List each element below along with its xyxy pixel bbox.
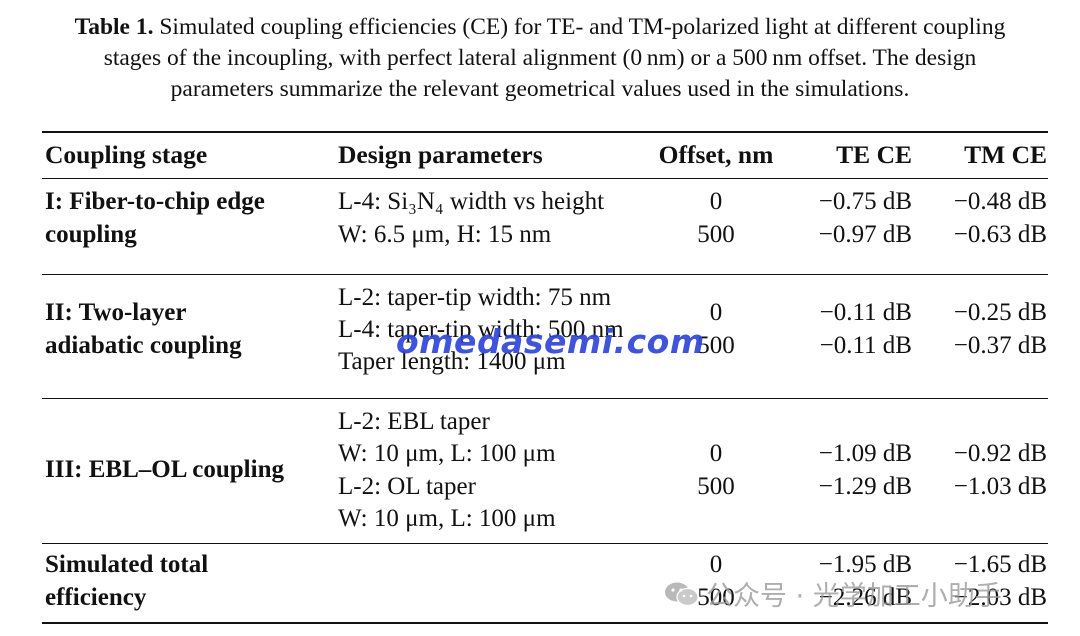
total-te-500: −2.26 dB <box>818 584 912 611</box>
row2-tm-0: −0.25 dB <box>953 299 1047 326</box>
row2-param-line1: L-2: taper-tip width: 75 nm <box>338 284 612 311</box>
row3-tm-500: −1.03 dB <box>953 473 1047 500</box>
total-tm-500: −2.03 dB <box>953 584 1047 611</box>
row3-param-line4: W: 10 μm, L: 100 μm <box>338 505 556 532</box>
row-divider-1 <box>42 274 1048 275</box>
row2-te-0: −0.11 dB <box>819 299 912 326</box>
row-divider-3 <box>42 543 1048 544</box>
bottom-rule <box>42 622 1048 624</box>
total-offset-0: 0 <box>709 551 723 578</box>
total-te-0: −1.95 dB <box>818 551 912 578</box>
row2-stage-line1: II: Two-layer <box>45 299 187 326</box>
caption-line-2: stages of the incoupling, with perfect l… <box>103 45 977 71</box>
row3-param-line2: W: 10 μm, L: 100 μm <box>338 440 556 467</box>
row1-offset-500: 500 <box>697 221 735 248</box>
row-divider-2 <box>42 398 1048 399</box>
row3-offset-500: 500 <box>697 473 735 500</box>
total-stage-line2: efficiency <box>45 584 147 611</box>
row3-offset-0: 0 <box>709 440 723 467</box>
domain-watermark: omedasemi.com <box>396 322 705 361</box>
row1-te-500: −0.97 dB <box>818 221 912 248</box>
row1-param-line2: W: 6.5 μm, H: 15 nm <box>338 221 552 248</box>
row3-stage: III: EBL–OL coupling <box>45 456 284 483</box>
row2-offset-500: 500 <box>697 332 735 359</box>
row2-te-500: −0.11 dB <box>819 332 912 359</box>
header-tm-ce: TM CE <box>964 140 1047 169</box>
row2-param-line3: Taper length: 1400 μm <box>338 348 566 375</box>
wechat-icon <box>665 582 699 606</box>
header-offset: Offset, nm <box>658 140 774 169</box>
header-design-parameters: Design parameters <box>338 140 543 169</box>
header-te-ce: TE CE <box>836 140 912 169</box>
table-caption: Table 1. Simulated coupling efficiencies… <box>40 12 1040 105</box>
total-offset-500: 500 <box>697 584 735 611</box>
row3-te-0: −1.09 dB <box>818 440 912 467</box>
total-stage-line1: Simulated total <box>45 551 209 578</box>
top-rule <box>42 131 1048 133</box>
row1-stage-line1: I: Fiber-to-chip edge <box>45 188 265 215</box>
header-rule <box>42 178 1048 179</box>
row2-offset-0: 0 <box>709 299 723 326</box>
row3-tm-0: −0.92 dB <box>953 440 1047 467</box>
row3-te-500: −1.29 dB <box>818 473 912 500</box>
row1-offset-0: 0 <box>709 188 723 215</box>
caption-line-1: Simulated coupling efficiencies (CE) for… <box>159 14 1006 40</box>
row1-stage-line2: coupling <box>45 221 137 248</box>
row3-param-line1: L-2: EBL taper <box>338 408 490 435</box>
header-coupling-stage: Coupling stage <box>45 140 208 169</box>
wechat-watermark-text: 公众号 · 光学加工小助手 <box>706 581 1002 612</box>
caption-line-3: parameters summarize the relevant geomet… <box>170 76 910 102</box>
row2-stage-line2: adiabatic coupling <box>45 332 242 359</box>
row1-tm-500: −0.63 dB <box>953 221 1047 248</box>
row1-te-0: −0.75 dB <box>818 188 912 215</box>
row2-param-line2: L-4: taper-tip width: 500 nm <box>338 316 624 343</box>
row2-tm-500: −0.37 dB <box>953 332 1047 359</box>
caption-label: Table 1. <box>74 14 154 40</box>
row1-tm-0: −0.48 dB <box>953 188 1047 215</box>
wechat-watermark: 公众号 · 光学加工小助手 <box>664 574 1002 613</box>
row3-param-line3: L-2: OL taper <box>338 473 476 500</box>
row1-param-line1: L-4: Si₃N₄ width vs height <box>338 188 605 215</box>
total-tm-0: −1.65 dB <box>953 551 1047 578</box>
